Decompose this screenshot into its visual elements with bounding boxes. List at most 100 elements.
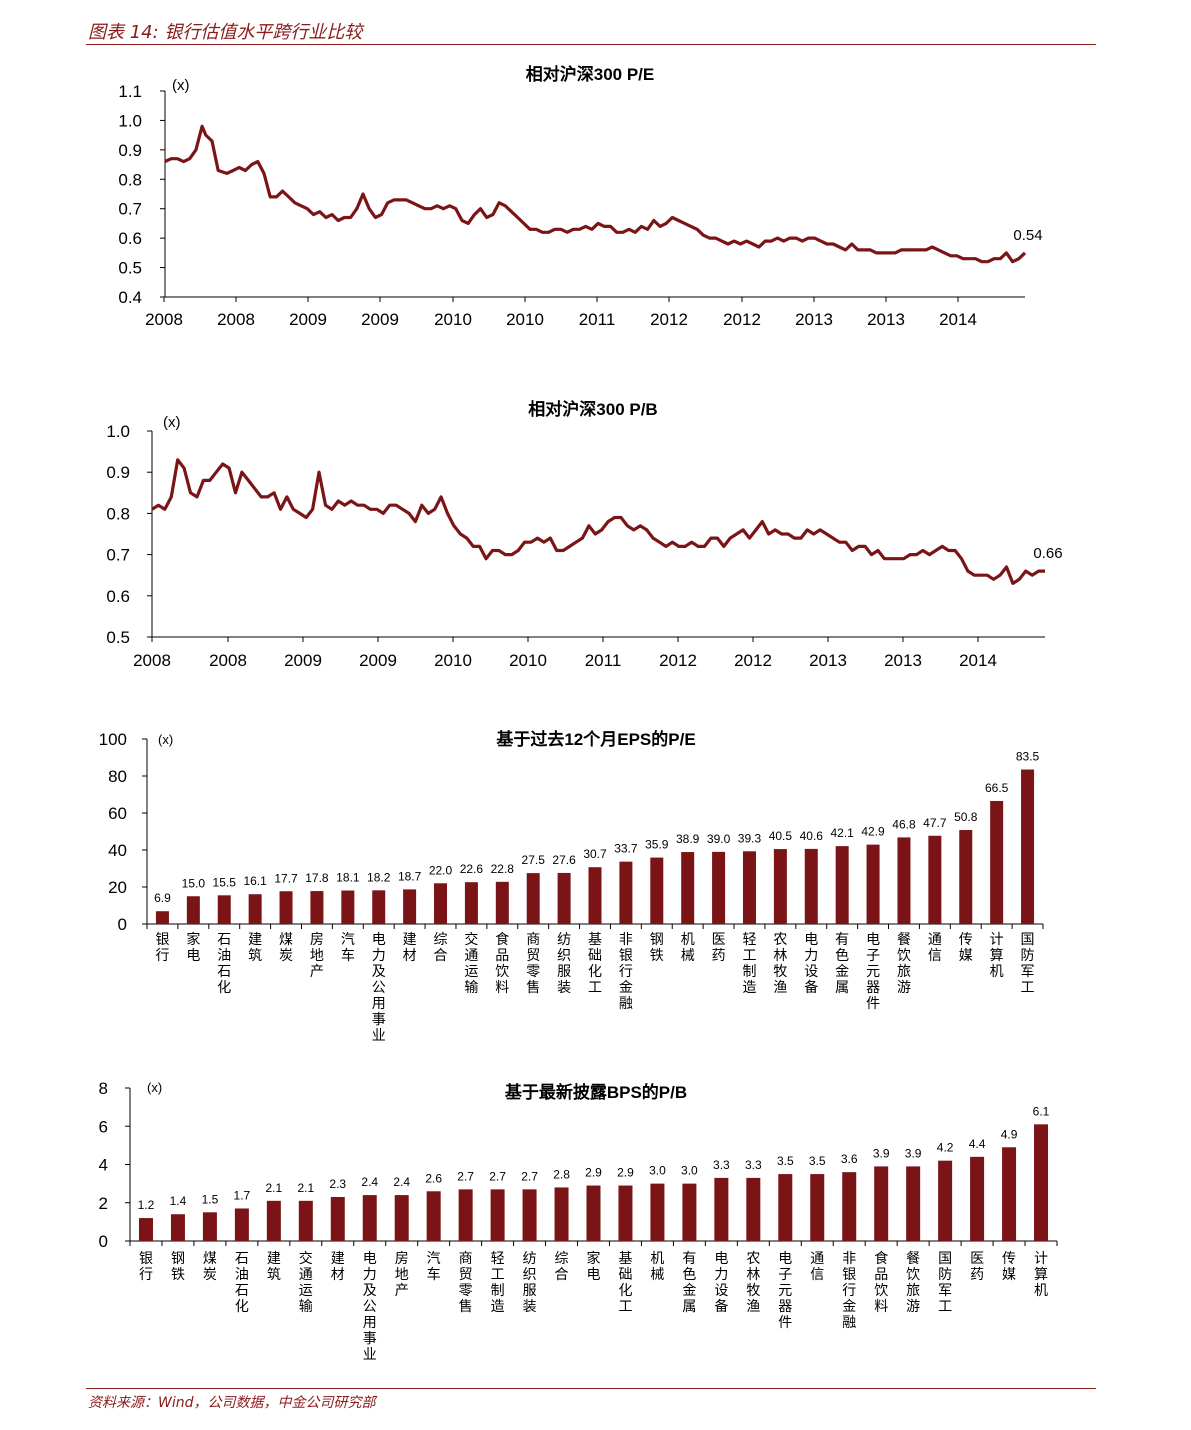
category-label: 传媒: [959, 931, 973, 963]
category-label-char: 石: [217, 931, 231, 947]
category-label: 钢铁: [171, 1250, 185, 1282]
bar: [959, 830, 973, 924]
category-label-char: 牧: [746, 1282, 760, 1298]
category-label-char: 服: [523, 1282, 537, 1298]
category-label: 电力设备: [804, 931, 818, 995]
category-label: 综合: [434, 931, 448, 963]
x-tick-label: 2010: [506, 310, 544, 329]
category-label-char: 事: [363, 1330, 377, 1346]
bar: [298, 1200, 313, 1241]
bar: [234, 1208, 249, 1241]
category-label: 电力及公用事业: [372, 931, 386, 1043]
x-tick-label: 2014: [959, 651, 997, 670]
category-label-char: 农: [773, 931, 787, 947]
category-label-char: 信: [810, 1266, 824, 1282]
category-label: 建筑: [248, 931, 262, 963]
category-label-char: 材: [403, 947, 417, 963]
bar-value-label: 22.8: [491, 862, 515, 876]
category-label: 商贸零售: [526, 931, 540, 995]
category-label: 煤炭: [279, 931, 293, 963]
x-tick-label: 2009: [359, 651, 397, 670]
category-label-char: 电: [714, 1250, 728, 1266]
bar: [341, 890, 355, 924]
bar: [557, 872, 571, 924]
category-label-char: 媒: [1002, 1266, 1016, 1282]
bar: [490, 1189, 505, 1241]
category-label-char: 有: [835, 931, 849, 947]
bar-value-label: 66.5: [985, 781, 1009, 795]
x-tick-label: 2011: [579, 310, 616, 329]
y-unit-label: (x): [172, 77, 190, 94]
category-label-char: 药: [970, 1266, 984, 1282]
category-label: 电力设备: [714, 1250, 728, 1314]
bar: [310, 891, 324, 924]
figure-title: 图表 14: 银行估值水平跨行业比较: [88, 22, 363, 43]
category-label-char: 机: [1034, 1282, 1048, 1298]
category-label-char: 餐: [906, 1250, 920, 1266]
category-label-char: 件: [778, 1314, 792, 1330]
bar-value-label: 4.9: [1001, 1127, 1018, 1141]
category-label-char: 用: [363, 1314, 377, 1330]
y-tick-label: 100: [99, 730, 127, 749]
category-label-char: 综: [434, 931, 448, 947]
category-label-char: 旅: [906, 1282, 920, 1298]
category-label-char: 化: [618, 1282, 632, 1298]
y-unit-label: (x): [158, 732, 173, 747]
x-tick-label: 2010: [434, 651, 472, 670]
category-label-char: 传: [959, 931, 973, 947]
category-label-char: 产: [310, 963, 324, 979]
bar-value-label: 6.9: [154, 891, 171, 905]
bar-value-label: 50.8: [954, 810, 978, 824]
category-label-char: 用: [372, 995, 386, 1011]
category-label-char: 公: [363, 1298, 377, 1314]
category-label-char: 品: [495, 947, 509, 963]
bar-value-label: 2.7: [521, 1169, 538, 1183]
bar: [746, 1177, 761, 1241]
bar-value-label: 16.1: [243, 874, 267, 888]
category-label: 建材: [403, 931, 417, 963]
category-label-char: 综: [555, 1250, 569, 1266]
category-label: 汽车: [427, 1250, 441, 1282]
x-tick-label: 2008: [133, 651, 171, 670]
category-label-char: 通: [810, 1250, 824, 1266]
category-label-char: 工: [1021, 979, 1035, 995]
bar: [394, 1195, 409, 1241]
category-label-char: 业: [372, 1027, 386, 1043]
x-tick-label: 2013: [809, 651, 847, 670]
category-label: 国防军工: [1021, 931, 1035, 995]
y-unit-label: (x): [147, 1080, 162, 1095]
category-label-char: 装: [523, 1298, 537, 1314]
category-label: 电子元器件: [866, 931, 880, 1011]
category-label-char: 建: [248, 931, 262, 947]
category-label-char: 银: [139, 1250, 153, 1266]
x-tick-label: 2008: [209, 651, 247, 670]
bar: [938, 1160, 953, 1241]
bar-value-label: 33.7: [614, 842, 638, 856]
bar: [434, 883, 448, 924]
category-label-char: 织: [523, 1266, 537, 1282]
bar: [217, 895, 231, 924]
category-label: 通信: [928, 931, 942, 963]
bar: [618, 1185, 633, 1241]
category-label-char: 建: [331, 1250, 345, 1266]
bar-value-label: 2.4: [361, 1175, 378, 1189]
category-label-char: 电: [587, 1266, 601, 1282]
category-label-char: 媒: [959, 947, 973, 963]
category-label-char: 化: [235, 1298, 249, 1314]
category-label-char: 金: [842, 1298, 856, 1314]
category-label: 医药: [712, 931, 726, 963]
category-label-char: 零: [459, 1282, 473, 1298]
category-label-char: 饮: [495, 963, 509, 979]
bar: [773, 849, 787, 924]
bar: [155, 911, 169, 924]
category-label-char: 林: [746, 1266, 760, 1282]
bar-value-label: 2.9: [617, 1166, 634, 1180]
category-label-char: 材: [331, 1266, 345, 1282]
bar-value-label: 2.4: [393, 1175, 410, 1189]
bar-value-label: 1.7: [234, 1188, 251, 1202]
y-tick-label: 40: [108, 841, 127, 860]
category-label-char: 色: [682, 1266, 696, 1282]
bar: [928, 835, 942, 924]
category-label: 家电: [587, 1250, 601, 1282]
category-label: 家电: [186, 931, 200, 963]
